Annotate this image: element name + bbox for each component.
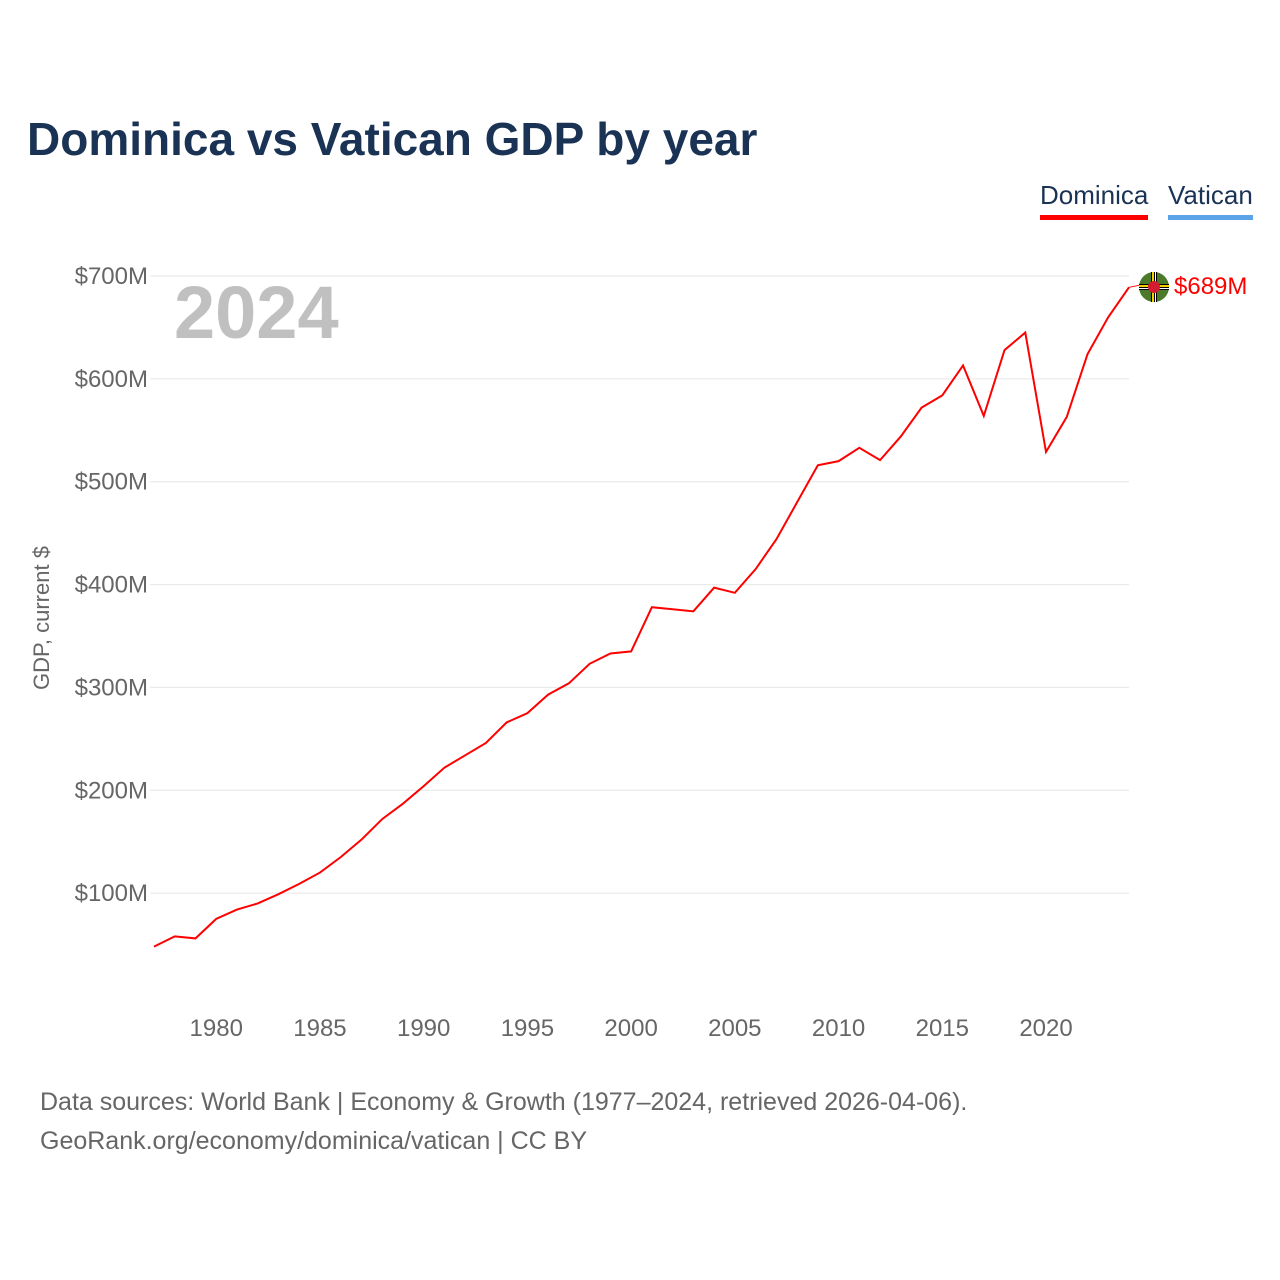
y-tick-label: $400M (75, 572, 148, 599)
data-point (837, 459, 841, 463)
data-point (816, 463, 820, 467)
data-point (629, 649, 633, 653)
data-point (920, 406, 924, 410)
data-point (899, 434, 903, 438)
y-tick-label: $700M (75, 263, 148, 290)
data-point (546, 693, 550, 697)
y-tick-label: $500M (75, 469, 148, 496)
data-point (525, 711, 529, 715)
year-watermark: 2024 (174, 271, 339, 354)
data-point (1023, 331, 1027, 335)
data-point (256, 901, 260, 905)
footer: Data sources: World Bank | Economy & Gro… (40, 1083, 967, 1161)
data-point (795, 500, 799, 504)
data-point (442, 766, 446, 770)
y-tick-label: $300M (75, 674, 148, 701)
x-tick-label: 2005 (708, 1015, 761, 1042)
data-point (1106, 315, 1110, 319)
data-point (982, 414, 986, 418)
dominica-flag-icon (1139, 272, 1169, 302)
data-point (484, 741, 488, 745)
series-line-dominica (153, 286, 1130, 948)
data-point (401, 802, 405, 806)
data-point (318, 871, 322, 875)
data-point (152, 945, 156, 949)
data-point (940, 393, 944, 397)
source-note: Data sources: World Bank | Economy & Gro… (40, 1088, 968, 1116)
data-point (588, 662, 592, 666)
data-point (754, 567, 758, 571)
y-tick-label: $100M (75, 880, 148, 907)
data-point (961, 363, 965, 367)
x-tick-label: 1995 (501, 1015, 554, 1042)
data-point (1086, 352, 1090, 356)
data-point (193, 936, 197, 940)
x-tick-label: 2000 (604, 1015, 657, 1042)
data-point (671, 607, 675, 611)
data-point (878, 458, 882, 462)
data-point (608, 651, 612, 655)
data-point (463, 753, 467, 757)
end-value-label: $689M (1174, 273, 1247, 300)
x-tick-label: 2020 (1019, 1015, 1072, 1042)
x-tick-label: 2010 (812, 1015, 865, 1042)
data-point (276, 892, 280, 896)
data-point (235, 908, 239, 912)
data-point (359, 838, 363, 842)
data-point (214, 917, 218, 921)
data-point (691, 609, 695, 613)
data-point (173, 934, 177, 938)
data-point (733, 591, 737, 595)
data-point (712, 586, 716, 590)
end-connector (1128, 284, 1140, 288)
data-point (650, 605, 654, 609)
data-point (1003, 348, 1007, 352)
data-point (422, 784, 426, 788)
data-point (297, 882, 301, 886)
data-point (774, 537, 778, 541)
data-point (339, 855, 343, 859)
attribution-link[interactable]: GeoRank.org/economy/dominica/vatican | C… (40, 1127, 588, 1155)
y-tick-label: $600M (75, 366, 148, 393)
data-point (1044, 450, 1048, 454)
data-point (1065, 415, 1069, 419)
x-tick-label: 1990 (397, 1015, 450, 1042)
legend-vatican[interactable]: Vatican (1168, 180, 1253, 220)
chart-title: Dominica vs Vatican GDP by year (27, 113, 758, 165)
legend-dominica[interactable]: Dominica (1040, 180, 1149, 220)
data-point (380, 817, 384, 821)
x-tick-label: 1985 (293, 1015, 346, 1042)
data-point (505, 720, 509, 724)
y-tick-label: $200M (75, 777, 148, 804)
data-point (857, 446, 861, 450)
data-point (567, 681, 571, 685)
x-tick-label: 2015 (916, 1015, 969, 1042)
x-tick-label: 1980 (190, 1015, 243, 1042)
